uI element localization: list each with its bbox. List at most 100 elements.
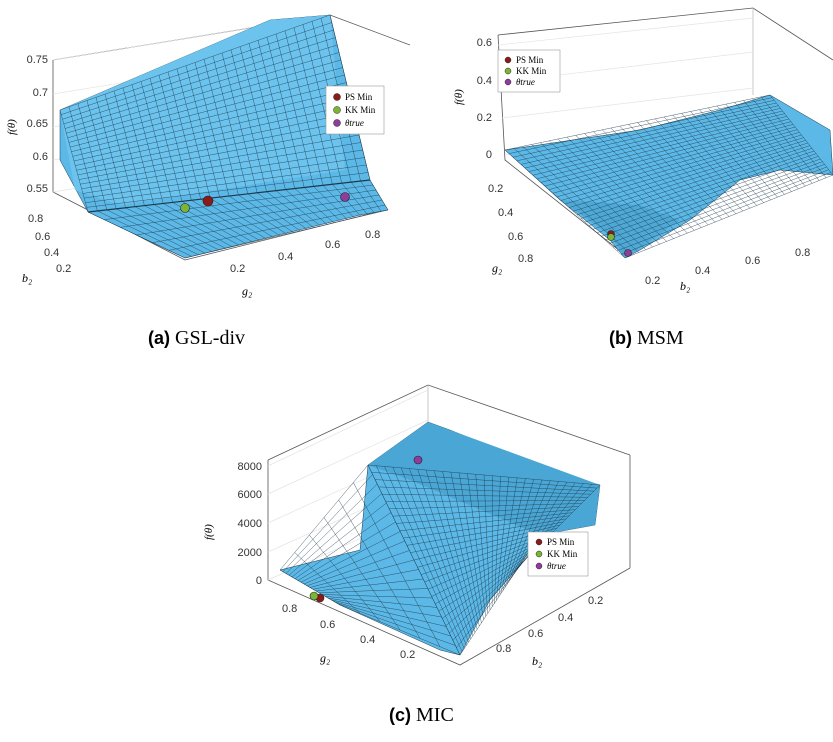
legend-kk-icon: [504, 67, 512, 75]
mesh-line: [449, 555, 530, 634]
z-tick: 0: [486, 149, 492, 161]
mesh-line: [324, 596, 438, 608]
x-ticks-b: 0.2 0.4 0.6 0.8: [645, 247, 810, 287]
z-tick: 4000: [238, 518, 262, 530]
z-tick: 0.55: [27, 183, 48, 195]
y-ticks-c: 0.2 0.4 0.6 0.8: [496, 595, 603, 655]
caption-text: GSL-div: [175, 327, 245, 349]
y-axis-label: b₂: [22, 271, 32, 285]
z-tick: 0.7: [33, 87, 48, 99]
mesh-line: [300, 531, 401, 583]
mesh-line: [608, 164, 825, 244]
mesh-line: [445, 552, 533, 626]
mesh-line: [68, 67, 343, 143]
x-axis-label: b₂: [680, 279, 690, 293]
caption-label: (b): [609, 328, 632, 348]
y-tick: 0.2: [588, 595, 603, 607]
mesh-line: [80, 134, 360, 185]
mesh-line: [315, 578, 424, 592]
mesh-line: [136, 194, 380, 236]
mesh-line: [403, 515, 570, 539]
x-axis-label: g₂: [320, 651, 330, 665]
mesh-line: [104, 184, 374, 220]
legend-entry: KK Min: [345, 105, 376, 115]
mesh-line: [616, 169, 829, 251]
x-tick: 0.6: [745, 255, 760, 267]
x-tick: 0.6: [325, 239, 340, 251]
mesh-line: [552, 126, 796, 194]
panel-c: 8000 6000 4000 2000 0 f(θ) 0.8 0.6 0.4 0…: [200, 380, 640, 680]
z-tick: 0.4: [477, 75, 492, 87]
y-ticks-b: 0.2 0.4 0.6 0.8: [488, 183, 533, 265]
mesh-line: [508, 97, 773, 154]
kk-min-marker: [180, 203, 190, 213]
mesh-line: [532, 113, 785, 176]
mesh-line: [512, 100, 775, 158]
mesh-line: [396, 509, 576, 524]
kk-min-marker: [607, 233, 615, 241]
legend-c: PS Min KK Min θtrue: [527, 531, 589, 577]
mesh-line: [612, 166, 827, 248]
mesh-line: [600, 158, 821, 237]
mesh-line: [382, 494, 588, 498]
mesh-line: [85, 164, 367, 203]
kk-min-marker: [309, 591, 319, 601]
caption-text: MSM: [636, 327, 684, 349]
mesh-line: [84, 157, 365, 199]
legend-kk-icon: [333, 106, 341, 114]
legend-entry: PS Min: [547, 537, 575, 547]
y-axis-label: b₂: [532, 654, 542, 668]
surface-a-mesh: [59, 14, 389, 259]
mesh-line: [520, 105, 779, 165]
legend-entry: PS Min: [345, 92, 373, 102]
x-tick: 0.4: [278, 251, 293, 263]
mesh-line: [282, 474, 373, 572]
mesh-line: [604, 161, 823, 241]
legend-entry: KK Min: [547, 549, 578, 559]
z-tick: 0.6: [477, 37, 492, 49]
mesh-line: [321, 594, 433, 599]
mesh-line: [339, 604, 461, 656]
z-tick: 0.2: [477, 112, 492, 124]
x-axis-label: g₂: [242, 284, 252, 298]
y-tick: 0.6: [528, 628, 543, 640]
mesh-line: [406, 518, 567, 546]
mesh-line: [556, 129, 798, 197]
y-tick: 0.6: [508, 231, 523, 243]
z-ticks-b: 0.6 0.4 0.2 0: [477, 37, 492, 161]
y-tick: 0.8: [496, 643, 511, 655]
x-tick: 0.8: [795, 247, 810, 259]
z-tick: 6000: [238, 489, 262, 501]
mesh-line: [303, 540, 405, 585]
mesh-line: [297, 521, 396, 581]
caption-label: (a): [148, 328, 170, 348]
theta-true-marker: [413, 455, 423, 465]
mesh-line: [576, 142, 808, 215]
mesh-line: [548, 124, 794, 190]
legend-theta-icon: [333, 119, 341, 127]
mesh-line: [580, 145, 810, 219]
mesh-line: [72, 89, 349, 157]
mesh-line: [560, 132, 800, 201]
mesh-line: [389, 503, 582, 510]
panel-a: 0.75 0.7 0.65 0.6 0.55 f(θ) 0.8 0.6 0.4 …: [0, 0, 410, 320]
mesh-line: [392, 506, 579, 517]
mesh-line: [327, 597, 442, 618]
theta-true-marker: [624, 249, 632, 257]
caption-label: (c): [389, 705, 411, 725]
mesh-line: [330, 599, 447, 627]
mesh-line: [168, 204, 386, 251]
caption-text: MIC: [416, 704, 454, 726]
mesh-line: [536, 116, 787, 179]
mesh-line: [524, 108, 781, 169]
mesh-line: [285, 483, 378, 574]
legend-entry: θtrue: [547, 561, 566, 571]
y-tick: 0.2: [488, 183, 503, 195]
z-tick: 0.65: [27, 118, 48, 130]
surface-b-mesh: [504, 94, 833, 259]
mesh-line: [65, 44, 338, 129]
mesh-line: [367, 464, 601, 486]
mesh-line: [86, 172, 369, 208]
mesh-line: [592, 153, 817, 230]
ps-min-marker: [202, 195, 214, 207]
